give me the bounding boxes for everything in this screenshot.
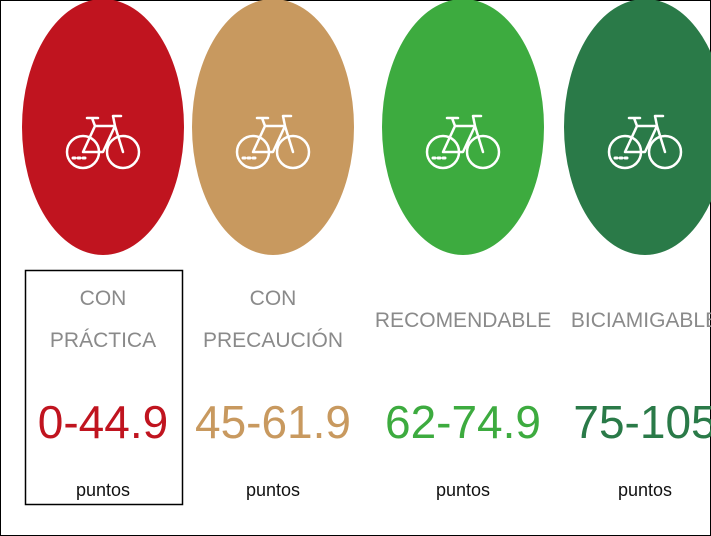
label: CON <box>250 287 297 310</box>
label: PRÁCTICA <box>50 329 156 352</box>
item: RECOMENDABLE 62-74.9 puntos <box>375 0 551 500</box>
range: 62-74.9 <box>385 396 541 448</box>
circle <box>192 0 354 255</box>
range: 75-105 <box>573 396 711 448</box>
highlight-box <box>24 269 184 506</box>
item: CON PRÁCTICA 0-44.9 puntos <box>22 0 184 500</box>
label: PRECAUCIÓN <box>203 329 343 352</box>
label: RECOMENDABLE <box>375 309 551 332</box>
circle <box>22 0 184 255</box>
item: BICIAMIGABLE 75-105 puntos <box>564 0 711 500</box>
range: 0-44.9 <box>38 396 168 448</box>
item: CON PRECAUCIÓN 45-61.9 puntos <box>192 0 354 500</box>
unit: puntos <box>246 480 300 500</box>
unit: puntos <box>76 480 130 500</box>
unit: puntos <box>436 480 490 500</box>
items: CON PRÁCTICA 0-44.9 puntos CON PRECAUCIÓN 45-6… <box>22 0 711 500</box>
label: CON <box>80 287 127 310</box>
range: 45-61.9 <box>195 396 351 448</box>
label: BICIAMIGABLE <box>571 309 711 332</box>
unit: puntos <box>618 480 672 500</box>
circle <box>382 0 544 255</box>
